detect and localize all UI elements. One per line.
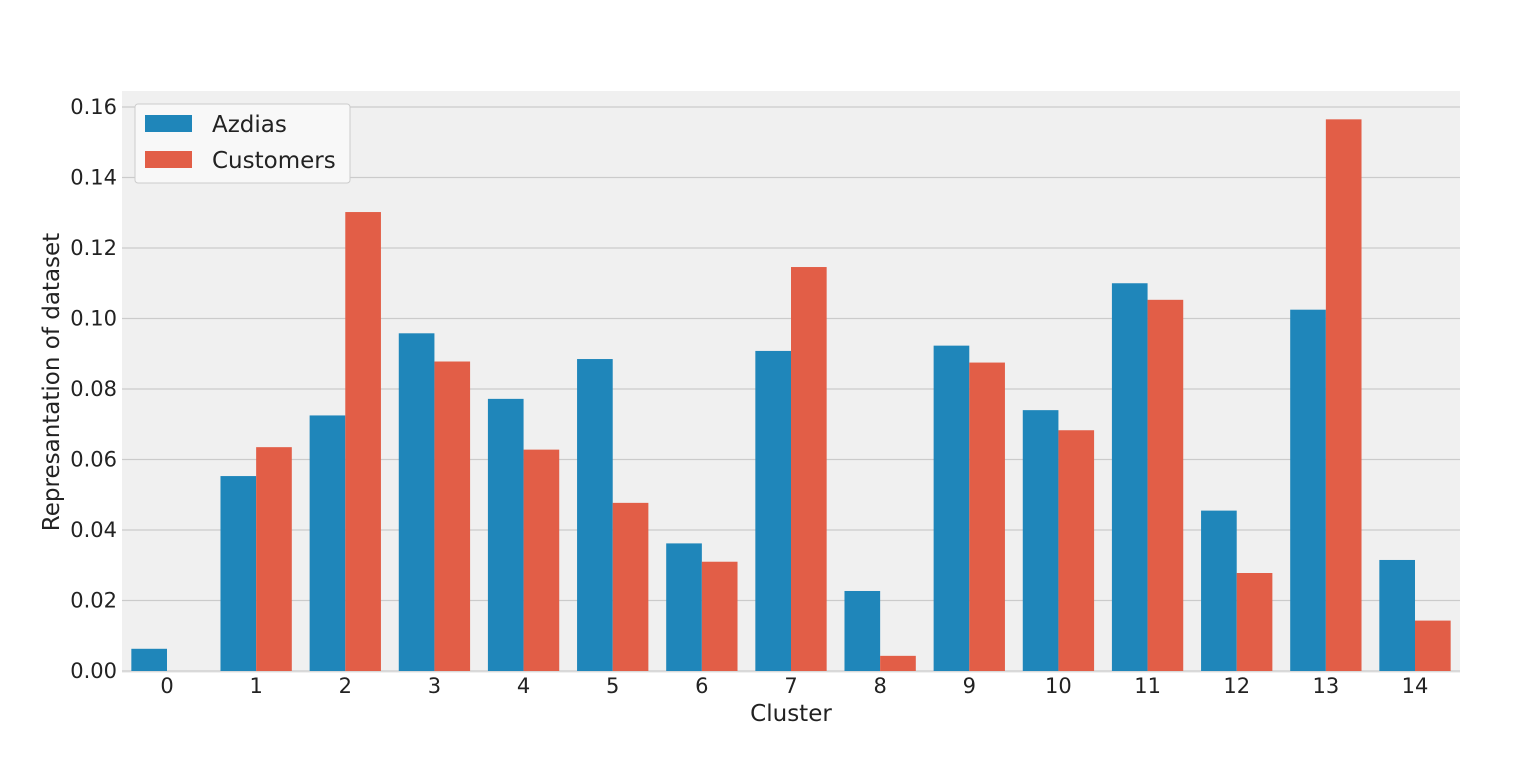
y-tick-label: 0.08 [70, 377, 117, 401]
x-tick-label: 10 [1045, 674, 1072, 698]
y-tick-label: 0.14 [70, 166, 117, 190]
x-tick-label: 0 [160, 674, 173, 698]
y-axis-ticks: 0.00 0.02 0.04 0.06 0.08 0.10 0.12 0.14 0.16 [70, 95, 117, 683]
bar-azdias-cluster-9 [933, 345, 970, 671]
bar-customers-cluster-1 [256, 447, 292, 671]
x-tick-label: 9 [963, 674, 976, 698]
bar-azdias-cluster-5 [577, 359, 613, 671]
y-axis-label: Represantation of dataset [39, 233, 65, 531]
bar-azdias-cluster-8 [844, 590, 881, 671]
legend-swatch-customers [145, 151, 192, 168]
x-tick-label: 13 [1312, 674, 1339, 698]
x-tick-label: 6 [695, 674, 708, 698]
bar-customers-cluster-11 [1147, 299, 1184, 671]
x-tick-label: 4 [517, 674, 530, 698]
bar-azdias-cluster-6 [666, 543, 702, 671]
bar-customers-cluster-7 [791, 267, 827, 671]
bar-azdias-cluster-11 [1111, 283, 1148, 671]
y-tick-label: 0.10 [70, 307, 117, 331]
bar-customers-cluster-5 [612, 502, 649, 671]
x-tick-label: 12 [1223, 674, 1250, 698]
x-axis-ticks: 0 1 2 3 4 5 6 7 8 9 10 11 12 13 14 [160, 674, 1428, 698]
bar-azdias-cluster-1 [220, 476, 257, 671]
y-tick-label: 0.12 [70, 236, 117, 260]
legend: Azdias Customers [134, 103, 351, 184]
legend-label-customers: Customers [212, 148, 336, 174]
x-tick-label: 2 [339, 674, 352, 698]
bar-customers-cluster-12 [1236, 573, 1273, 671]
y-tick-label: 0.04 [70, 518, 117, 542]
bar-azdias-cluster-13 [1290, 309, 1326, 671]
bar-azdias-cluster-4 [487, 398, 524, 671]
bar-azdias-cluster-12 [1201, 510, 1237, 671]
bar-customers-cluster-14 [1415, 620, 1451, 671]
bars [131, 119, 1451, 672]
bar-customers-cluster-10 [1058, 430, 1095, 671]
x-tick-label: 1 [249, 674, 262, 698]
bar-azdias-cluster-7 [755, 350, 791, 671]
x-tick-label: 5 [606, 674, 619, 698]
bar-customers-cluster-3 [434, 361, 471, 671]
x-tick-label: 7 [784, 674, 797, 698]
bar-customers-cluster-2 [345, 212, 381, 672]
x-tick-label: 14 [1402, 674, 1429, 698]
x-axis-label: Cluster [750, 701, 832, 727]
bar-azdias-cluster-0 [131, 648, 167, 671]
bar-customers-cluster-4 [523, 449, 560, 671]
bar-azdias-cluster-2 [309, 415, 346, 671]
bar-azdias-cluster-14 [1379, 559, 1415, 671]
x-tick-label: 3 [428, 674, 441, 698]
x-tick-label: 8 [873, 674, 886, 698]
bar-customers-cluster-9 [969, 362, 1005, 671]
y-tick-label: 0.00 [70, 659, 117, 683]
legend-label-azdias: Azdias [212, 112, 287, 138]
y-tick-label: 0.16 [70, 95, 117, 119]
bar-customers-cluster-8 [880, 655, 916, 671]
y-tick-label: 0.02 [70, 589, 117, 613]
bar-customers-cluster-13 [1325, 119, 1362, 671]
legend-swatch-azdias [145, 115, 192, 132]
y-tick-label: 0.06 [70, 448, 117, 472]
bar-azdias-cluster-3 [398, 333, 435, 671]
bar-customers-cluster-6 [701, 561, 738, 671]
x-tick-label: 11 [1134, 674, 1161, 698]
bar-azdias-cluster-10 [1022, 410, 1059, 671]
